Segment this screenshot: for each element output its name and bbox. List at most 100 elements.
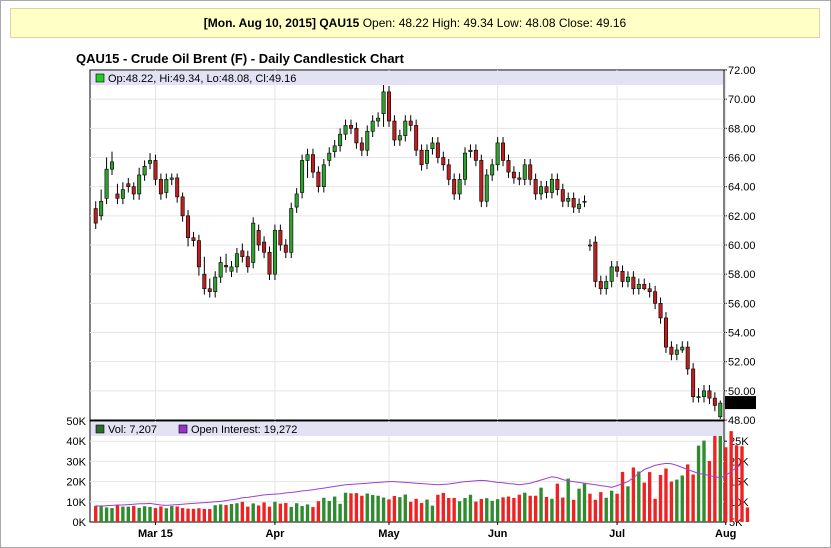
volume-bar — [240, 501, 245, 522]
volume-bar — [354, 493, 359, 522]
volume-bar — [664, 468, 668, 522]
candle — [430, 137, 435, 155]
price-tick-label: 62.00 — [728, 211, 756, 223]
volume-bar — [555, 483, 560, 522]
candle-up — [702, 390, 706, 397]
candle — [370, 115, 375, 138]
candle-up — [636, 284, 641, 290]
candle — [272, 224, 277, 280]
candle — [191, 231, 196, 247]
candle — [365, 125, 370, 157]
volume-legend-swatch — [95, 424, 105, 434]
candle — [707, 385, 712, 404]
candle — [142, 160, 147, 181]
x-axis-label: Jul — [609, 528, 625, 540]
candle — [441, 151, 446, 171]
volume-bar — [159, 506, 163, 522]
candle — [528, 158, 533, 186]
candle-down — [158, 179, 163, 195]
candle — [577, 198, 582, 213]
volume-bar — [202, 508, 207, 522]
last-price-box — [725, 396, 756, 410]
oi-tick-label: 20K — [729, 456, 749, 468]
candle-up — [142, 165, 147, 176]
candle — [446, 158, 451, 186]
candle-down — [528, 164, 533, 180]
volume-bar — [360, 495, 364, 522]
candle — [137, 167, 142, 200]
candle-down — [533, 179, 538, 195]
candle — [387, 86, 391, 127]
candle — [397, 129, 402, 146]
volume-bar — [577, 488, 581, 522]
candle — [452, 173, 457, 200]
candle — [625, 271, 630, 288]
candle — [213, 271, 218, 298]
volume-bar — [626, 486, 630, 522]
candle — [501, 137, 506, 167]
candle — [180, 192, 185, 222]
candle-down — [414, 125, 419, 151]
candle — [685, 341, 690, 375]
volume-bar — [490, 500, 494, 522]
candle-down — [196, 240, 201, 268]
volume-bar — [218, 504, 223, 522]
volume-bar — [349, 493, 353, 522]
volume-bar — [729, 431, 733, 522]
candle-down — [240, 250, 245, 257]
candle-up — [566, 198, 571, 202]
volume-bar — [398, 497, 402, 522]
volume-bar — [528, 495, 532, 522]
volume-bar — [441, 492, 445, 522]
candle-down — [115, 193, 120, 199]
candle — [234, 247, 239, 273]
candle — [495, 137, 500, 171]
candle-up — [718, 402, 723, 418]
candle — [604, 275, 609, 295]
volume-bar — [197, 508, 201, 522]
volume-bar — [637, 471, 641, 522]
volume-bar — [121, 506, 125, 522]
candle — [669, 341, 674, 361]
candle-up — [425, 149, 429, 164]
volume-bar — [262, 502, 266, 522]
candle-down — [631, 276, 636, 290]
candle-up — [229, 266, 234, 272]
volume-bar — [419, 503, 424, 522]
chart-title: QAU15 - Crude Oil Brent (F) - Daily Cand… — [76, 51, 404, 66]
price-tick-label: 68.00 — [728, 123, 756, 135]
oi-tick-label: 15K — [729, 477, 749, 489]
candle — [104, 157, 109, 205]
candle — [463, 147, 468, 186]
open-interest-line — [95, 462, 743, 507]
candle-down — [473, 149, 478, 161]
candle-up — [294, 193, 299, 208]
volume-bar — [170, 506, 174, 522]
candle — [691, 363, 696, 403]
candle — [457, 173, 462, 200]
candle-up — [338, 133, 343, 147]
candle — [148, 153, 153, 170]
candle-down — [126, 183, 131, 187]
candle — [289, 202, 294, 259]
volume-bar — [669, 481, 674, 522]
candle — [202, 256, 207, 295]
oi-legend-label: Open Interest: 19,272 — [191, 424, 297, 436]
candle-down — [207, 288, 212, 292]
candle — [343, 119, 348, 140]
volume-tick-label: 20K — [66, 477, 86, 489]
candle-up — [305, 154, 310, 161]
candle — [539, 180, 544, 200]
x-axis-label: Apr — [265, 528, 285, 540]
volume-bar — [724, 447, 728, 522]
volume-bar — [571, 499, 576, 522]
candle-down — [153, 160, 158, 180]
candle-up — [403, 120, 408, 136]
volume-bar — [593, 499, 598, 522]
candle-up — [110, 161, 114, 170]
candle-down — [316, 171, 321, 187]
candle-down — [354, 128, 359, 144]
candle — [484, 169, 489, 208]
candle — [240, 243, 245, 263]
candle-down — [593, 241, 598, 282]
